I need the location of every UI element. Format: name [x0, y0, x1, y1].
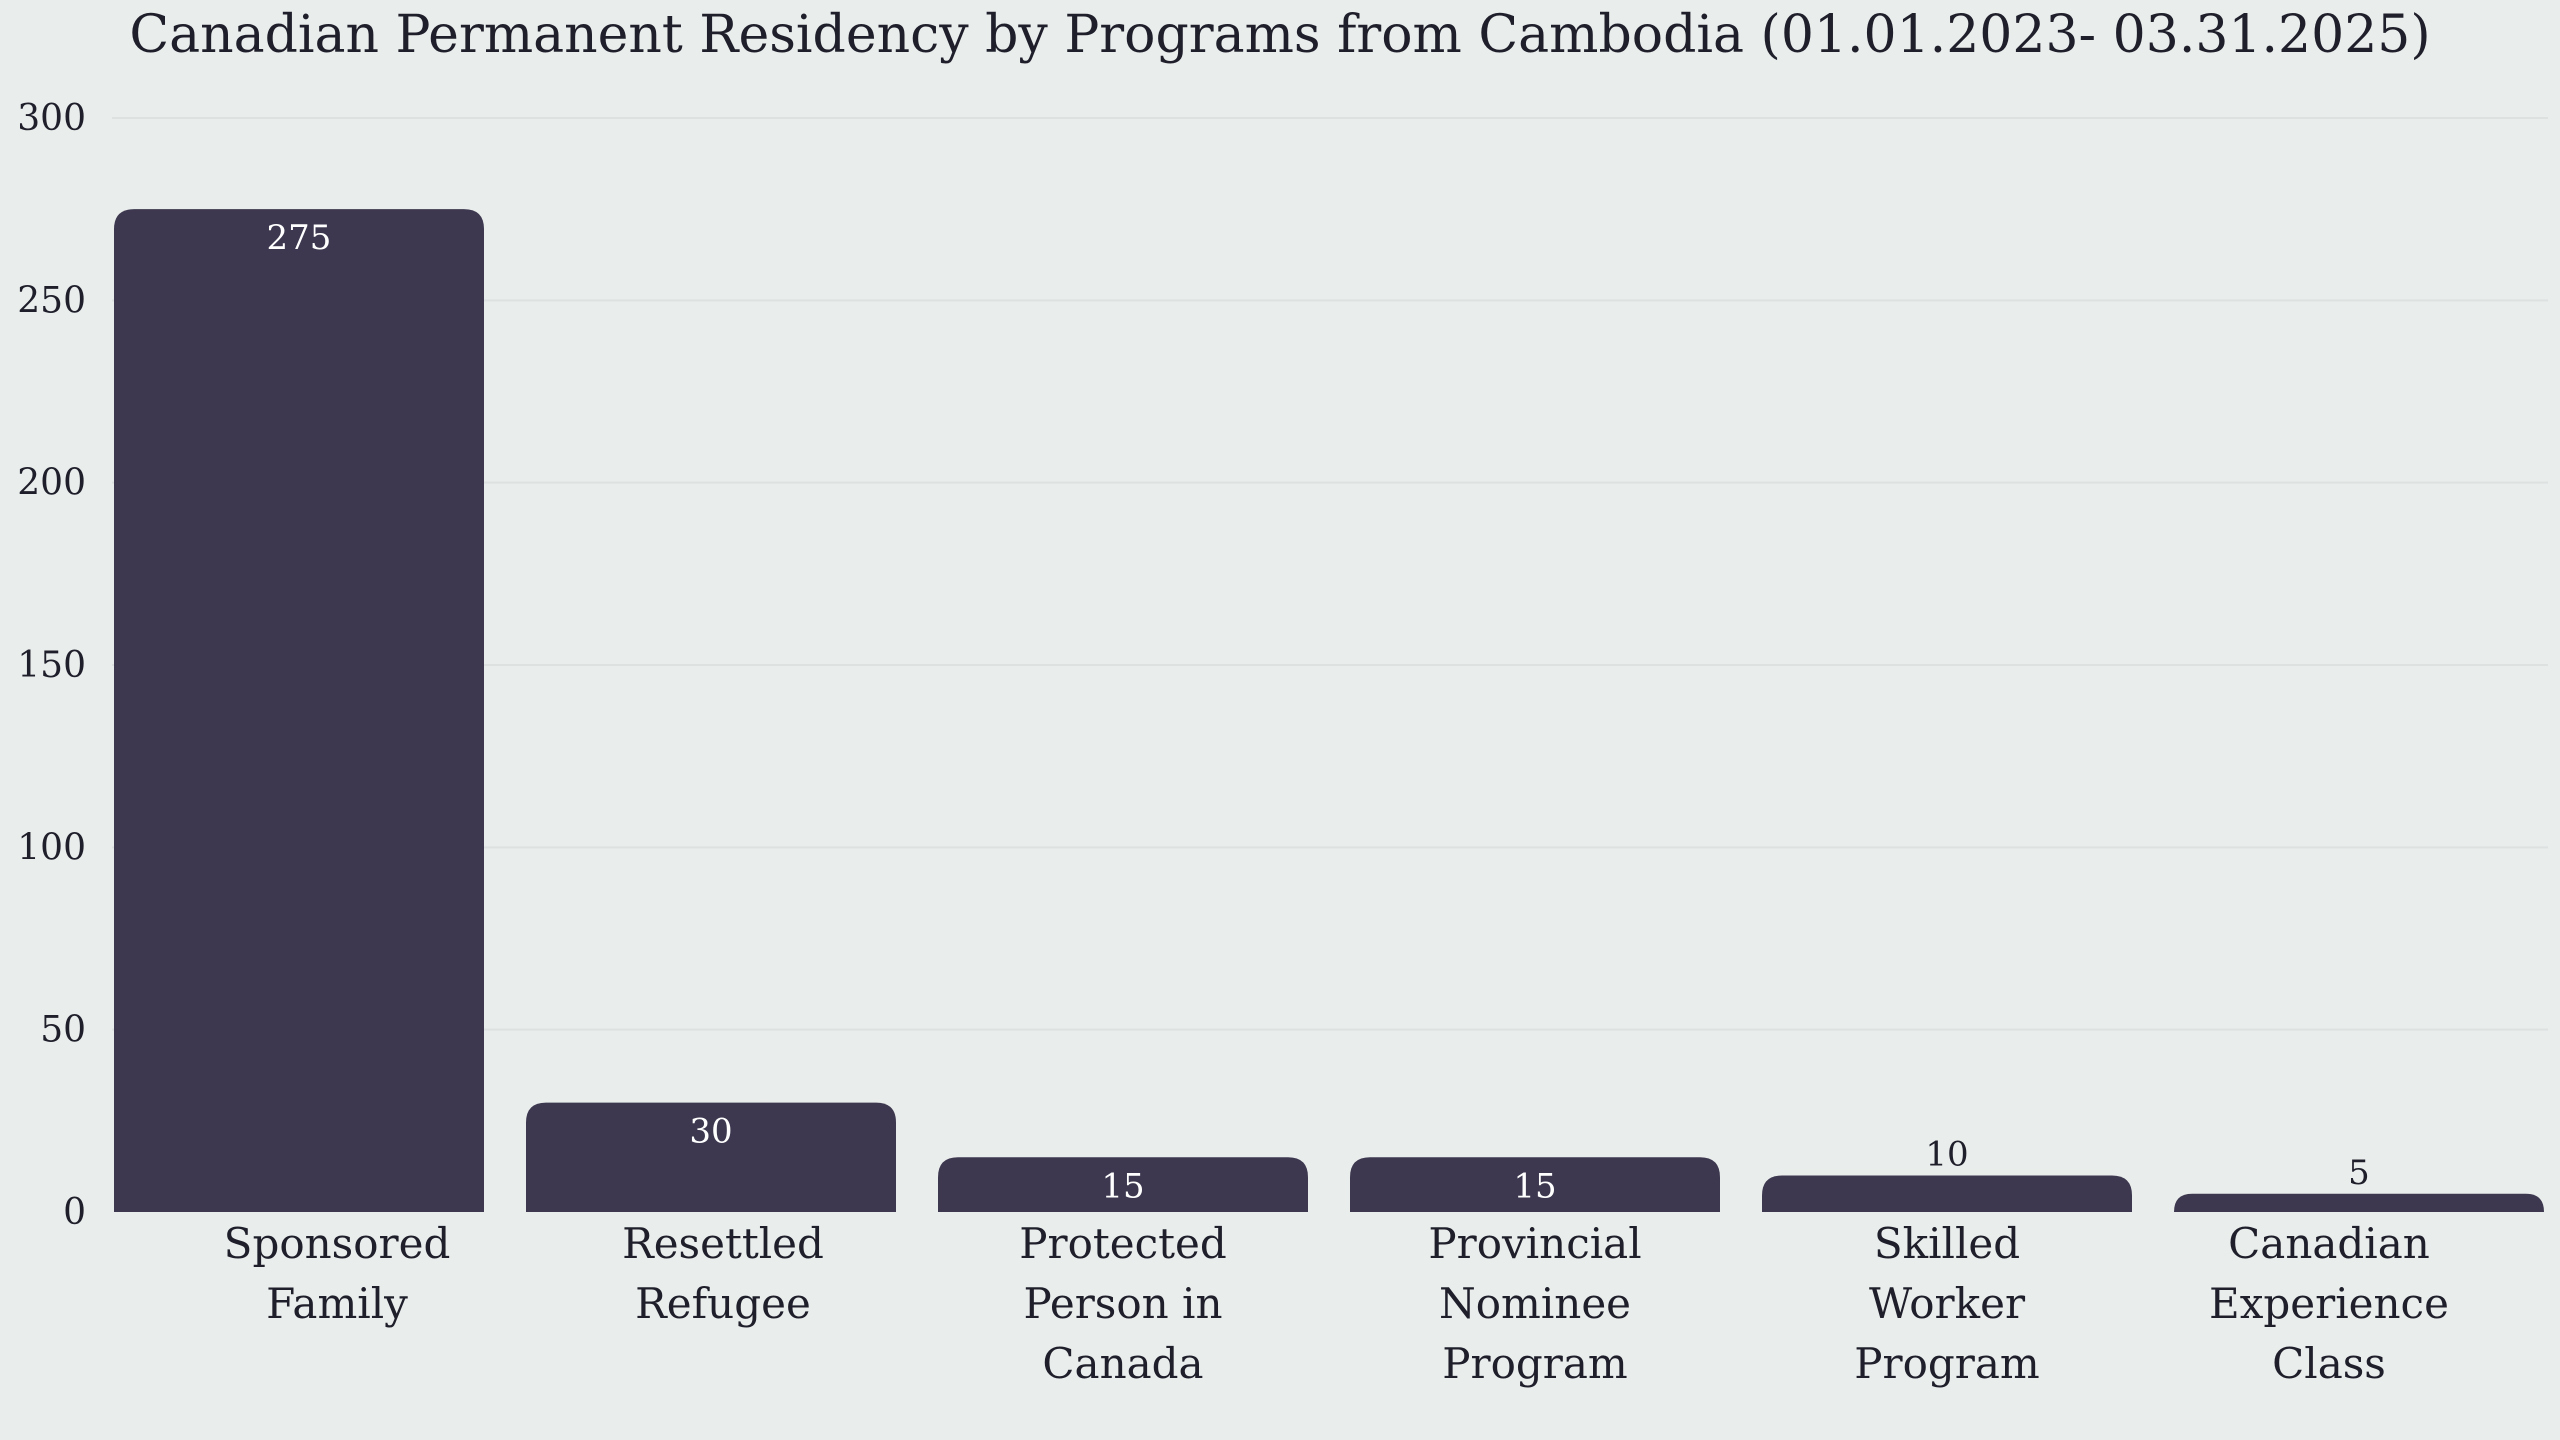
data-label: 10 — [1925, 1135, 1968, 1175]
data-label: 30 — [689, 1112, 732, 1152]
data-labels: 275 30 15 15 10 5 — [267, 218, 2370, 1206]
data-label: 15 — [1101, 1166, 1144, 1206]
bar — [1762, 1175, 2132, 1212]
x-category-label: Canadian Experience Class — [2209, 1219, 2449, 1388]
x-category-label: Protected Person in Canada — [1019, 1219, 1227, 1388]
data-label: 15 — [1513, 1166, 1556, 1206]
data-label: 5 — [2348, 1153, 2370, 1193]
bar — [2174, 1193, 2544, 1212]
y-tick-label: 0 — [63, 1192, 86, 1233]
gridlines — [112, 117, 2548, 1031]
y-axis-ticks: 0 50 100 150 200 250 300 — [17, 98, 86, 1233]
x-category-label: Resettled Refugee — [622, 1219, 824, 1328]
bar — [938, 1157, 1308, 1212]
data-label: 275 — [267, 218, 332, 258]
bars — [114, 209, 2544, 1212]
chart-title: Canadian Permanent Residency by Programs… — [129, 5, 2430, 65]
y-tick-label: 200 — [17, 463, 86, 504]
bar — [114, 209, 484, 1212]
x-category-label: Sponsored Family — [224, 1219, 451, 1328]
y-tick-label: 150 — [17, 645, 86, 686]
x-category-label: Provincial Nominee Program — [1428, 1219, 1641, 1388]
y-tick-label: 100 — [17, 827, 86, 868]
x-axis-categories: Sponsored Family Resettled Refugee Protected… — [224, 1219, 2449, 1388]
bar — [526, 1102, 896, 1212]
y-tick-label: 300 — [17, 98, 86, 139]
x-category-label: Skilled Worker Program — [1854, 1219, 2039, 1388]
y-tick-label: 50 — [40, 1010, 86, 1051]
y-tick-label: 250 — [17, 280, 86, 321]
bar — [1350, 1157, 1720, 1212]
